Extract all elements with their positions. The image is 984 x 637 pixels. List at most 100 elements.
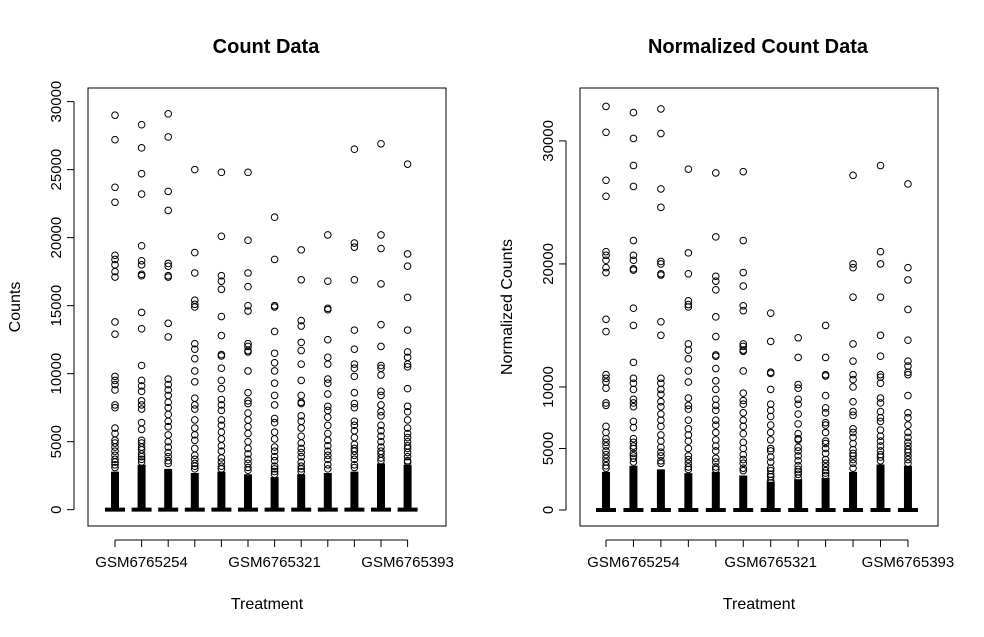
outlier-point — [657, 129, 665, 138]
outlier-point — [602, 447, 610, 455]
box-group-1 — [105, 111, 125, 512]
outlier-point — [794, 456, 802, 465]
outlier-point — [602, 128, 610, 137]
outlier-point — [657, 185, 665, 193]
outlier-point — [244, 437, 252, 446]
outlier-point — [217, 331, 226, 340]
outlier-point — [657, 260, 665, 268]
x-axis-label: Treatment — [231, 596, 304, 613]
outlier-point — [794, 400, 802, 408]
outlier-point — [849, 397, 857, 406]
outlier-point — [324, 231, 332, 239]
outlier-point — [629, 458, 638, 466]
outlier-point — [821, 449, 830, 458]
x-tick-label: GSM6765254 — [95, 554, 188, 571]
outlier-point — [350, 451, 359, 460]
outlier-point — [137, 397, 146, 405]
outlier-point — [657, 437, 665, 445]
y-axis: 0 5000 10000 15000 20000 25000 30000 — [48, 81, 75, 514]
outlier-point — [876, 161, 885, 170]
outlier-point — [739, 282, 748, 290]
outlier-point — [297, 432, 306, 441]
outlier-point — [297, 448, 306, 457]
outlier-point — [244, 455, 252, 464]
outlier-point — [821, 421, 830, 429]
outlier-point — [350, 460, 359, 469]
outlier-point — [244, 466, 252, 475]
outlier-point — [684, 416, 693, 424]
outlier-point — [876, 407, 885, 416]
x-axis: GSM6765254 GSM6765321 GSM6765393 — [587, 539, 954, 571]
outlier-point — [876, 442, 885, 450]
outlier-point — [766, 406, 775, 415]
outlier-point — [904, 455, 912, 464]
outlier-point — [191, 303, 199, 311]
outlier-point — [739, 422, 748, 431]
outlier-point — [297, 412, 306, 420]
outlier-point — [821, 428, 830, 437]
outlier-point — [849, 263, 857, 272]
outlier-point — [164, 443, 172, 451]
outlier-point — [111, 403, 119, 412]
outlier-point — [350, 399, 359, 408]
outlier-point — [629, 236, 638, 245]
outlier-point — [739, 400, 748, 408]
outlier-point — [794, 474, 802, 482]
outlier-point — [602, 454, 610, 463]
outlier-point — [849, 433, 857, 442]
outlier-point — [602, 401, 610, 410]
outlier-point — [766, 421, 775, 429]
outlier-point — [629, 454, 638, 463]
outlier-point — [377, 387, 385, 396]
outlier-point — [766, 453, 775, 461]
outlier-point — [111, 330, 119, 339]
outlier-point — [270, 391, 279, 400]
outlier-point — [712, 313, 720, 321]
outlier-point — [324, 436, 332, 445]
outlier-point — [324, 335, 332, 344]
outlier-point — [137, 144, 146, 152]
outlier-point — [324, 360, 332, 368]
outlier-point — [137, 308, 146, 317]
outlier-point — [270, 401, 279, 409]
outlier-point — [794, 436, 802, 444]
box-group-9 — [317, 231, 338, 512]
outlier-point — [377, 342, 385, 351]
outlier-point — [876, 331, 885, 340]
outlier-point — [794, 465, 802, 474]
outlier-point — [164, 417, 172, 426]
outlier-point — [244, 444, 252, 453]
outlier-point — [324, 375, 332, 383]
outlier-point — [403, 407, 412, 416]
outlier-point — [111, 111, 119, 120]
outlier-point — [270, 443, 279, 451]
outlier-point — [794, 410, 802, 418]
outlier-point — [191, 401, 199, 409]
outlier-point — [849, 375, 857, 384]
outlier-point — [739, 301, 748, 310]
outlier-point — [270, 367, 279, 375]
outlier-point — [739, 268, 748, 277]
outlier-point — [684, 431, 693, 439]
outlier-point — [377, 421, 385, 430]
outlier-point — [217, 435, 226, 443]
outlier-point — [602, 256, 610, 265]
outlier-point — [324, 447, 332, 455]
outlier-point — [876, 399, 885, 407]
outlier-point — [629, 402, 638, 411]
outlier-point — [712, 406, 720, 415]
outlier-point — [270, 303, 279, 311]
outlier-point — [821, 437, 830, 445]
outlier-point — [270, 467, 279, 476]
outlier-point — [849, 428, 857, 437]
outlier-point — [684, 437, 693, 445]
outlier-point — [137, 271, 146, 280]
outlier-point — [602, 268, 610, 277]
outlier-point — [629, 304, 638, 313]
outlier-point — [739, 306, 748, 315]
outlier-point — [111, 463, 119, 472]
outlier-point — [270, 213, 279, 222]
box-group-5 — [705, 169, 726, 513]
outlier-point — [191, 367, 199, 375]
outlier-point — [876, 394, 885, 402]
